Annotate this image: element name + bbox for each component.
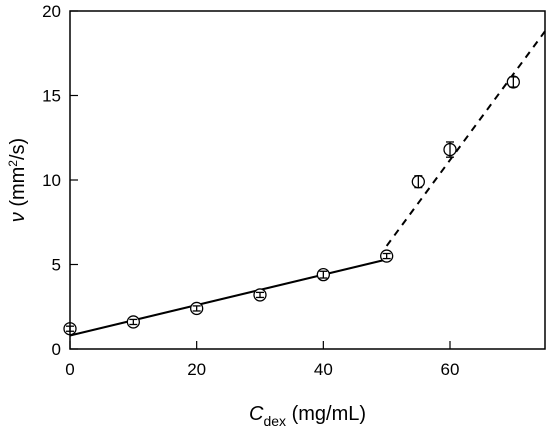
x-tick-label: 40 <box>314 360 333 379</box>
x-tick-label: 60 <box>441 360 460 379</box>
y-tick-label: 20 <box>42 2 61 21</box>
axis-ticks: 0 20 40 60 0 5 10 15 20 <box>42 2 459 379</box>
y-axis-units-end: /s) <box>7 138 29 160</box>
y-axis-units: (mm <box>7 167 29 213</box>
y-tick-label: 5 <box>52 256 61 275</box>
x-axis-subscript: dex <box>263 413 286 429</box>
x-tick-label: 20 <box>187 360 206 379</box>
y-tick-label: 15 <box>42 87 61 106</box>
y-tick-label: 0 <box>52 340 61 359</box>
x-tick-label: 0 <box>65 360 74 379</box>
x-axis-units: (mg/mL) <box>286 403 366 425</box>
x-axis-symbol: C <box>249 403 264 425</box>
plot-marks <box>63 30 546 337</box>
y-axis-symbol: ν <box>7 212 29 222</box>
y-axis-units-sup: 2 <box>6 160 20 167</box>
y-axis-label: ν (mm2/s) <box>6 138 29 222</box>
x-axis-label: Cdex (mg/mL) <box>249 403 366 429</box>
y-tick-label: 10 <box>42 171 61 190</box>
fit-line-solid <box>69 258 387 337</box>
plot-frame <box>69 10 546 350</box>
fit-line-dashed <box>385 30 546 247</box>
